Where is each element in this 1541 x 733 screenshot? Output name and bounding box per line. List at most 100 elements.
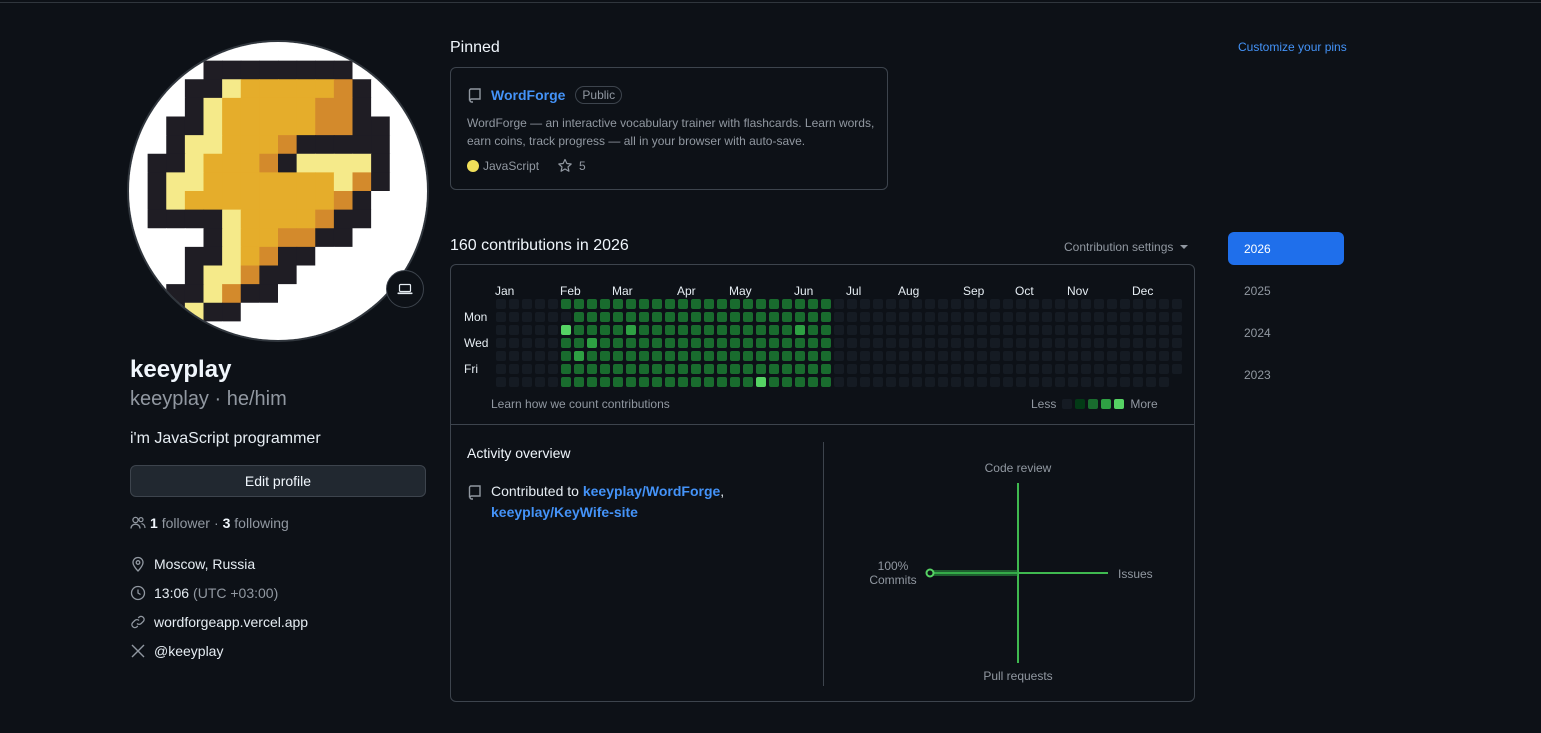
contribution-day-cell[interactable] — [1016, 377, 1026, 387]
contribution-day-cell[interactable] — [912, 312, 922, 322]
contribution-day-cell[interactable] — [964, 364, 974, 374]
contribution-day-cell[interactable] — [1133, 325, 1143, 335]
contribution-day-cell[interactable] — [1120, 364, 1130, 374]
contribution-day-cell[interactable] — [808, 351, 818, 361]
contribution-day-cell[interactable] — [496, 325, 506, 335]
contribution-day-cell[interactable] — [522, 338, 532, 348]
contribution-day-cell[interactable] — [613, 364, 623, 374]
contribution-day-cell[interactable] — [769, 338, 779, 348]
contribution-day-cell[interactable] — [1003, 312, 1013, 322]
contribution-day-cell[interactable] — [964, 351, 974, 361]
contribution-day-cell[interactable] — [730, 377, 740, 387]
contribution-day-cell[interactable] — [1094, 364, 1104, 374]
contribution-day-cell[interactable] — [860, 325, 870, 335]
contribution-day-cell[interactable] — [886, 351, 896, 361]
contribution-day-cell[interactable] — [808, 377, 818, 387]
contribution-day-cell[interactable] — [587, 325, 597, 335]
contribution-day-cell[interactable] — [1107, 351, 1117, 361]
contribution-day-cell[interactable] — [522, 312, 532, 322]
contribution-day-cell[interactable] — [678, 338, 688, 348]
contribution-day-cell[interactable] — [1068, 377, 1078, 387]
contribution-day-cell[interactable] — [678, 351, 688, 361]
contribution-day-cell[interactable] — [509, 338, 519, 348]
contribution-day-cell[interactable] — [860, 364, 870, 374]
contribution-day-cell[interactable] — [938, 351, 948, 361]
contribution-day-cell[interactable] — [691, 312, 701, 322]
contribution-day-cell[interactable] — [1159, 299, 1169, 309]
contribution-day-cell[interactable] — [990, 338, 1000, 348]
contribution-day-cell[interactable] — [652, 325, 662, 335]
followers-link[interactable]: 1 follower — [150, 515, 210, 531]
contribution-day-cell[interactable] — [704, 325, 714, 335]
contribution-day-cell[interactable] — [899, 325, 909, 335]
contribution-day-cell[interactable] — [1081, 377, 1091, 387]
contribution-day-cell[interactable] — [912, 299, 922, 309]
contribution-day-cell[interactable] — [691, 338, 701, 348]
contribution-day-cell[interactable] — [834, 338, 844, 348]
customize-pins-link[interactable]: Customize your pins — [1238, 40, 1347, 54]
contribution-day-cell[interactable] — [1042, 299, 1052, 309]
contribution-day-cell[interactable] — [678, 377, 688, 387]
contribution-day-cell[interactable] — [782, 377, 792, 387]
contribution-day-cell[interactable] — [626, 351, 636, 361]
contribution-day-cell[interactable] — [795, 351, 805, 361]
contribution-day-cell[interactable] — [1094, 377, 1104, 387]
contribution-day-cell[interactable] — [886, 325, 896, 335]
contribution-day-cell[interactable] — [509, 351, 519, 361]
contribution-day-cell[interactable] — [1042, 338, 1052, 348]
contribution-day-cell[interactable] — [782, 299, 792, 309]
contribution-day-cell[interactable] — [613, 338, 623, 348]
contribution-day-cell[interactable] — [574, 351, 584, 361]
contribution-day-cell[interactable] — [1029, 299, 1039, 309]
repo-name-link[interactable]: WordForge — [491, 87, 566, 103]
contribution-day-cell[interactable] — [821, 364, 831, 374]
contribution-day-cell[interactable] — [756, 364, 766, 374]
contribution-day-cell[interactable] — [665, 338, 675, 348]
contribution-day-cell[interactable] — [1042, 325, 1052, 335]
contribution-day-cell[interactable] — [678, 325, 688, 335]
repo-link-keywife-site[interactable]: keeyplay/KeyWife-site — [491, 504, 638, 520]
contribution-day-cell[interactable] — [1107, 312, 1117, 322]
contribution-day-cell[interactable] — [1146, 351, 1156, 361]
contribution-day-cell[interactable] — [873, 325, 883, 335]
contribution-day-cell[interactable] — [1042, 351, 1052, 361]
contribution-day-cell[interactable] — [1133, 338, 1143, 348]
contribution-day-cell[interactable] — [574, 377, 584, 387]
contribution-day-cell[interactable] — [496, 351, 506, 361]
contribution-day-cell[interactable] — [808, 364, 818, 374]
contribution-day-cell[interactable] — [509, 364, 519, 374]
contribution-day-cell[interactable] — [912, 364, 922, 374]
contribution-day-cell[interactable] — [1172, 364, 1182, 374]
contribution-day-cell[interactable] — [561, 364, 571, 374]
contribution-day-cell[interactable] — [873, 377, 883, 387]
contribution-day-cell[interactable] — [873, 351, 883, 361]
contribution-day-cell[interactable] — [899, 338, 909, 348]
contribution-day-cell[interactable] — [600, 351, 610, 361]
contribution-day-cell[interactable] — [535, 377, 545, 387]
contribution-day-cell[interactable] — [1133, 364, 1143, 374]
contribution-day-cell[interactable] — [561, 299, 571, 309]
contribution-day-cell[interactable] — [925, 312, 935, 322]
contribution-day-cell[interactable] — [1120, 351, 1130, 361]
contribution-day-cell[interactable] — [769, 364, 779, 374]
contribution-day-cell[interactable] — [743, 325, 753, 335]
contribution-day-cell[interactable] — [782, 312, 792, 322]
contribution-day-cell[interactable] — [1003, 377, 1013, 387]
contribution-day-cell[interactable] — [808, 338, 818, 348]
contribution-day-cell[interactable] — [626, 299, 636, 309]
contribution-day-cell[interactable] — [977, 364, 987, 374]
contribution-day-cell[interactable] — [496, 299, 506, 309]
contribution-day-cell[interactable] — [1068, 351, 1078, 361]
contribution-day-cell[interactable] — [847, 377, 857, 387]
contribution-day-cell[interactable] — [717, 351, 727, 361]
contribution-day-cell[interactable] — [1055, 364, 1065, 374]
contribution-day-cell[interactable] — [691, 299, 701, 309]
contribution-day-cell[interactable] — [1055, 351, 1065, 361]
contribution-day-cell[interactable] — [743, 364, 753, 374]
contribution-day-cell[interactable] — [626, 364, 636, 374]
contribution-day-cell[interactable] — [782, 351, 792, 361]
contribution-day-cell[interactable] — [1107, 299, 1117, 309]
contribution-day-cell[interactable] — [912, 351, 922, 361]
website-link[interactable]: wordforgeapp.vercel.app — [154, 614, 309, 630]
contribution-day-cell[interactable] — [769, 351, 779, 361]
